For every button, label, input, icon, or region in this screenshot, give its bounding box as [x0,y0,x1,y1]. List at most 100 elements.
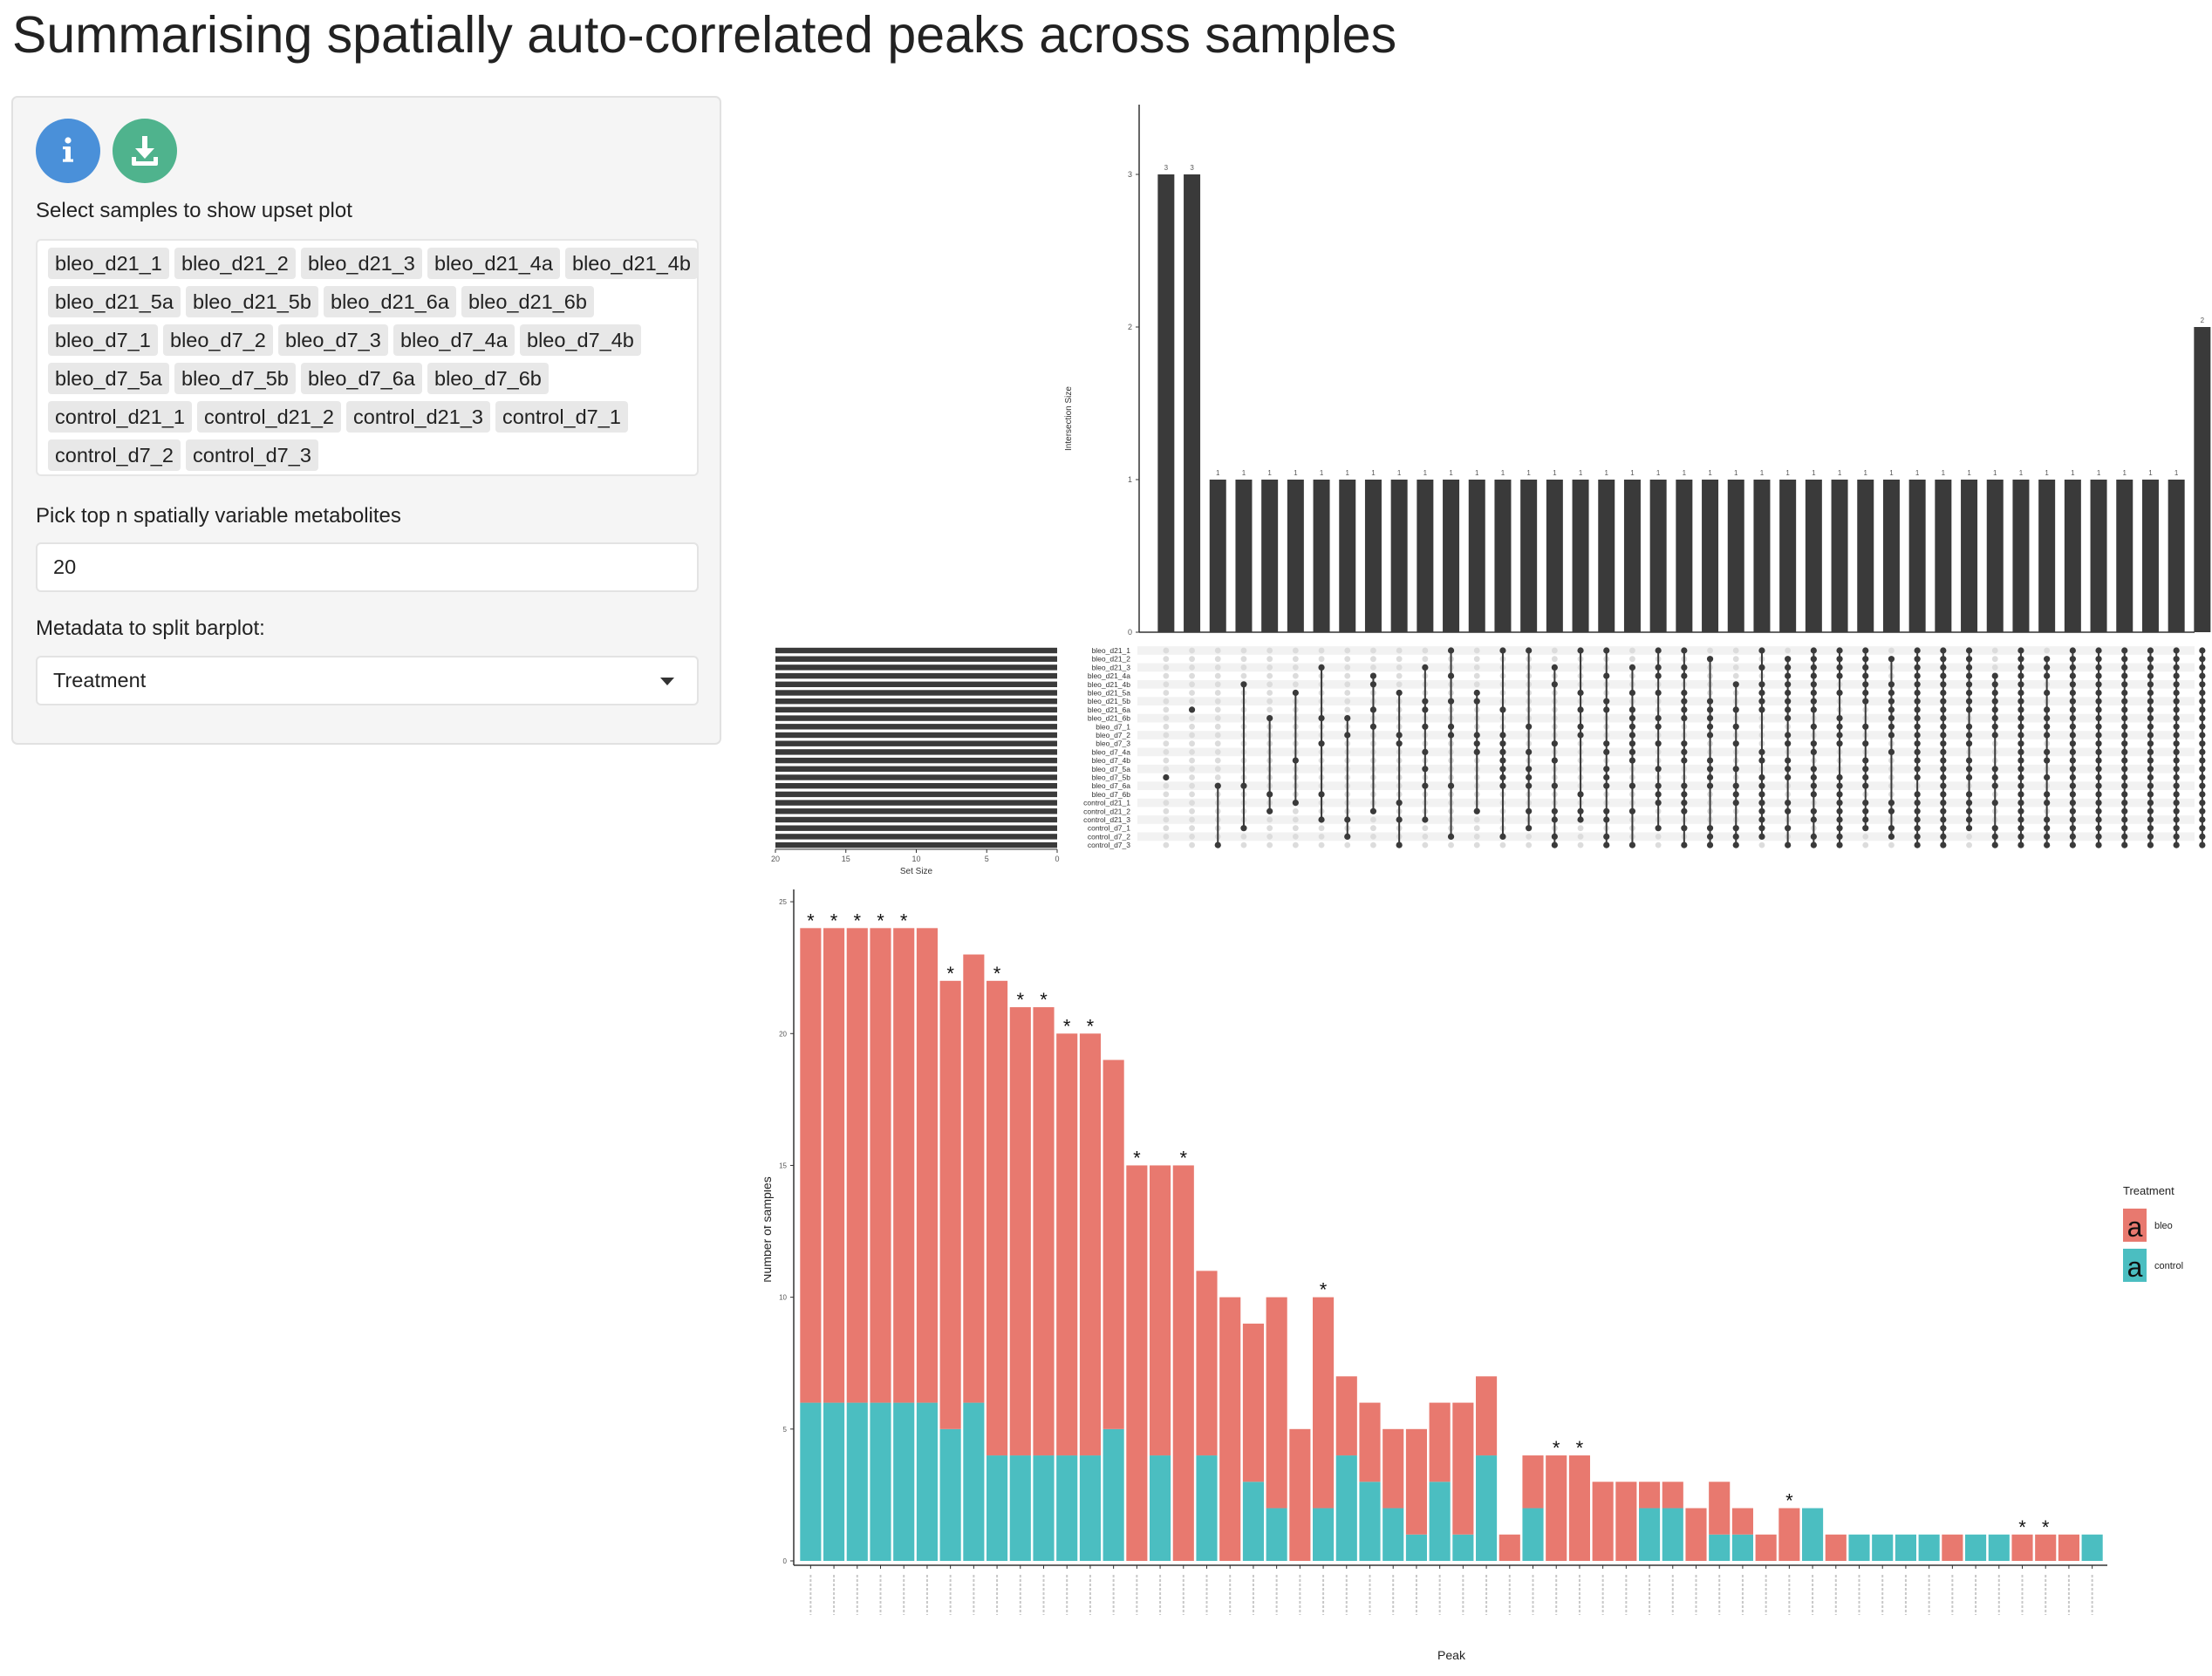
matrix-dot-filled [1577,732,1584,739]
info-button[interactable] [36,119,100,183]
metadata-select[interactable]: Treatment [36,656,699,705]
sample-tag[interactable]: bleo_d21_5a [48,286,181,317]
samples-picker[interactable]: bleo_d21_1 bleo_d21_2 bleo_d21_3 bleo_d21_4… [36,239,699,476]
matrix-dot-filled [2147,782,2154,789]
sample-tag[interactable]: bleo_d21_3 [301,248,422,279]
significance-star: * [946,963,954,984]
sample-tag[interactable]: bleo_d7_3 [278,324,388,356]
matrix-dot-filled [1603,807,1610,814]
sample-tag[interactable]: bleo_d7_6a [301,363,422,394]
matrix-dot-empty [1991,656,1998,663]
matrix-dot-empty [1189,774,1195,780]
matrix-dot-filled [1914,664,1921,671]
matrix-dot-filled [1940,807,1947,814]
matrix-dot-filled [2199,807,2206,814]
matrix-dot-filled [1940,723,1947,730]
bar-control [1709,1534,1731,1561]
sample-tag[interactable]: bleo_d21_5b [186,286,318,317]
sample-tag[interactable]: control_d7_3 [186,439,318,471]
matrix-dot-empty [1473,825,1480,832]
matrix-dot-filled [1655,664,1662,671]
matrix-dot-filled [1836,825,1843,832]
matrix-dot-empty [1214,774,1221,780]
bar-control [1639,1508,1661,1561]
matrix-dot-filled [2173,825,2180,832]
set-label: bleo_d21_4b [1088,680,1130,689]
matrix-dot-filled [1836,656,1843,663]
matrix-dot-filled [1914,681,1921,688]
matrix-dot-empty [1292,672,1299,679]
matrix-dot-empty [1189,732,1195,739]
sample-tag[interactable]: bleo_d7_6b [427,363,549,394]
sample-tag[interactable]: bleo_d7_5b [174,363,296,394]
sample-tag[interactable]: bleo_d7_4a [393,324,515,356]
sample-tag[interactable]: bleo_d7_4b [520,324,641,356]
intersection-bar-label: 2 [2201,317,2205,324]
matrix-dot-empty [1396,647,1403,654]
matrix-dot-filled [2017,740,2024,747]
matrix-dot-filled [1732,841,1739,848]
matrix-dot-empty [1551,656,1558,663]
intersection-bar [2090,480,2107,632]
matrix-dot-empty [1396,681,1403,688]
matrix-dot-filled [2173,672,2180,679]
matrix-dot-empty [1577,834,1584,840]
matrix-dot-empty [1163,816,1170,823]
set-size-bar [775,757,1057,764]
matrix-dot-filled [2095,698,2102,705]
download-button[interactable] [113,119,177,183]
set-label: control_d21_1 [1083,799,1130,807]
bar-control [1522,1508,1544,1561]
matrix-dot-filled [1473,807,1480,814]
matrix-dot-filled [1965,647,1973,654]
matrix-dot-filled [1810,698,1817,705]
matrix-dot-empty [1396,664,1403,671]
matrix-dot-filled [2173,656,2180,663]
topn-input-box[interactable] [36,542,699,592]
intersection-bar [1572,480,1589,632]
matrix-dot-filled [1836,841,1843,848]
matrix-dot-filled [1940,833,1947,841]
sample-tag[interactable]: control_d21_2 [197,401,341,433]
sample-tag[interactable]: bleo_d21_4b [565,248,698,279]
sample-tag[interactable]: bleo_d7_5a [48,363,169,394]
sample-tag[interactable]: bleo_d7_1 [48,324,158,356]
matrix-dot-empty [1266,672,1273,679]
matrix-dot-filled [2173,715,2180,722]
sample-tag[interactable]: bleo_d21_1 [48,248,169,279]
matrix-dot-filled [2147,723,2154,730]
set-size-bar [775,656,1057,662]
intersection-bar [1339,480,1356,632]
matrix-dot-empty [1163,749,1170,755]
sample-tag[interactable]: control_d21_3 [346,401,490,433]
sample-tag[interactable]: control_d7_1 [495,401,628,433]
bar-control [1313,1508,1335,1561]
sample-tag[interactable]: control_d7_2 [48,439,181,471]
topn-input[interactable] [53,544,697,590]
sample-tag[interactable]: bleo_d21_6b [461,286,594,317]
sample-tag[interactable]: bleo_d21_6a [324,286,456,317]
sample-tag[interactable]: bleo_d21_4a [427,248,560,279]
bar-bleo [1522,1455,1544,1509]
intersection-bar [2168,480,2185,632]
bar-control [846,1402,868,1561]
matrix-dot-empty [1888,841,1895,848]
sample-tag[interactable]: bleo_d7_2 [163,324,273,356]
matrix-dot-filled [2095,766,2102,773]
matrix-dot-filled [2199,816,2206,823]
matrix-dot-filled [1577,723,1584,730]
matrix-dot-filled [2173,766,2180,773]
bar-control [1662,1508,1683,1561]
bar-bleo [2035,1534,2057,1561]
matrix-dot-filled [2017,647,2024,654]
matrix-dot-filled [2069,698,2076,705]
matrix-dot-filled [2017,825,2024,832]
matrix-dot-filled [1732,681,1739,688]
sample-tag[interactable]: control_d21_1 [48,401,192,433]
matrix-dot-filled [1810,841,1817,848]
matrix-dot-filled [1526,766,1533,773]
matrix-dot-filled [2147,748,2154,756]
sample-tag[interactable]: bleo_d21_2 [174,248,296,279]
matrix-dot-filled [2069,757,2076,764]
matrix-dot-filled [1732,833,1739,841]
